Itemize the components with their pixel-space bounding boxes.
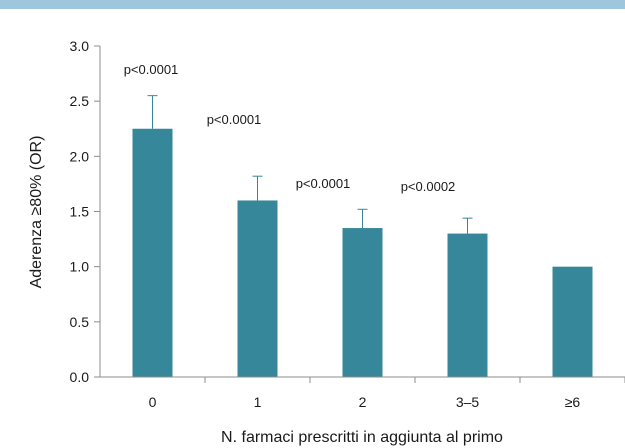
y-tick-label: 1.0 — [70, 259, 90, 275]
x-axis-title: N. farmaci prescritti in aggiunta al pri… — [221, 429, 503, 446]
y-tick-label: 3.0 — [70, 38, 90, 54]
x-tick-label: ≥6 — [565, 394, 581, 410]
y-tick-label: 2.5 — [70, 93, 90, 109]
bar — [132, 128, 173, 377]
y-tick-label: 0.5 — [70, 314, 90, 330]
p-value-annotation: p<0.0001 — [207, 112, 262, 127]
p-value-annotation: p<0.0001 — [296, 176, 351, 191]
x-tick-label: 3–5 — [456, 394, 480, 410]
p-value-annotation: p<0.0002 — [401, 179, 456, 194]
bar — [342, 228, 383, 377]
bar — [552, 266, 593, 377]
bar-layer: p<0.0001 p<0.0001 p<0.0001 p<0.0002 — [124, 62, 593, 377]
y-tick-label: 0.0 — [70, 369, 90, 385]
y-tick-label: 1.5 — [70, 204, 90, 220]
x-tick-label: 2 — [359, 394, 367, 410]
y-tick-label: 2.0 — [70, 148, 90, 164]
p-value-annotation: p<0.0001 — [124, 62, 179, 77]
bar — [447, 233, 488, 377]
y-axis-title: Aderenza ≥80% (OR) — [28, 136, 45, 289]
x-tick-label: 1 — [254, 394, 262, 410]
x-tick-label: 0 — [149, 394, 157, 410]
bar — [237, 200, 278, 377]
header-decoration-bar — [0, 0, 625, 9]
x-tick-layer: 0 1 2 3–5 ≥6 — [149, 377, 625, 410]
y-tick-layer: 0.0 0.5 1.0 1.5 2.0 2.5 3.0 — [70, 38, 100, 385]
